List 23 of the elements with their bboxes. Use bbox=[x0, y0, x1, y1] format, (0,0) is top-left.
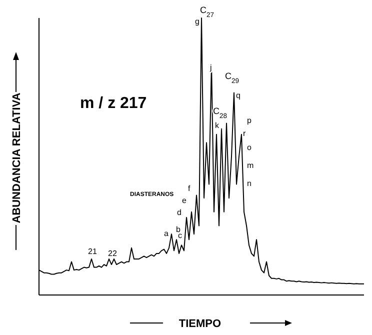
annotation: C$_{27}$ bbox=[200, 5, 214, 18]
annotation: p bbox=[247, 116, 252, 125]
annotation: a bbox=[164, 229, 169, 238]
annotation: 22 bbox=[108, 249, 118, 258]
annotation: m bbox=[247, 161, 254, 170]
annotation: o bbox=[247, 143, 252, 152]
annotation: e bbox=[182, 196, 187, 205]
annotation: n bbox=[247, 179, 252, 188]
x-axis-title: TIEMPO bbox=[178, 318, 222, 330]
y-axis-title: ABUNDANCIA RELATIVA bbox=[11, 92, 23, 224]
annotation: j bbox=[209, 63, 212, 72]
annotation: b bbox=[176, 225, 181, 234]
annotation: f bbox=[188, 184, 191, 193]
annotation: c bbox=[178, 231, 182, 240]
annotation: 21 bbox=[88, 247, 98, 256]
annotation: g bbox=[195, 17, 200, 26]
annotation: C$_{28}$ bbox=[213, 106, 228, 120]
annotation: k bbox=[215, 121, 220, 130]
annotation: q bbox=[236, 91, 240, 100]
annotation: m / z 217 bbox=[80, 95, 147, 112]
annotation: C$_{29}$ bbox=[225, 71, 240, 84]
annotation: r bbox=[243, 129, 246, 138]
annotation: d bbox=[177, 208, 182, 217]
